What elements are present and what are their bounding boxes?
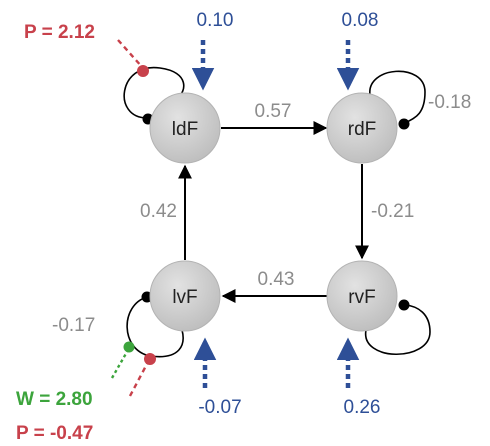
edge-weight-rdf-rvf: -0.21 (371, 201, 414, 222)
modulation-w-lvf-dot (123, 341, 135, 353)
modulation-label-w-lvf: W = 2.80 (16, 389, 93, 410)
node-lvf: lvF (149, 260, 221, 332)
node-rdf: rdF (326, 92, 398, 164)
node-ldf-label: ldF (172, 119, 198, 140)
self-loop-ldf (123, 66, 185, 119)
node-rvf: rvF (326, 260, 398, 332)
input-label-rdf: 0.08 (342, 10, 379, 31)
modulation-p-ldf-dot (137, 65, 149, 77)
edge-weight-ldf-rdf: 0.57 (255, 101, 292, 122)
modulation-p-lvf-dot (144, 353, 156, 365)
modulation-p-ldf-line (117, 39, 144, 69)
edge-weight-rvf-lvf: 0.43 (258, 269, 295, 290)
modulation-p-lvf-line (128, 361, 150, 397)
input-label-ldf: 0.10 (197, 10, 234, 31)
edge-weight-lvf-ldf: 0.42 (140, 201, 177, 222)
self-loop-end-dot-rvf (398, 299, 410, 311)
self-loop-rvf (365, 304, 431, 356)
self-loop-end-dot-rdf (398, 118, 410, 130)
self-loop-weight-lvf: -0.17 (52, 315, 95, 336)
modulation-w-lvf-line (110, 349, 130, 379)
input-label-rvf: 0.26 (344, 397, 381, 418)
node-rvf-label: rvF (348, 287, 375, 308)
self-loop-rdf (369, 70, 426, 124)
modulation-label-p-ldf: P = 2.12 (24, 22, 95, 43)
node-rdf-label: rdF (348, 119, 377, 140)
node-lvf-label: lvF (172, 287, 197, 308)
self-loop-weight-rdf: -0.18 (428, 92, 471, 113)
modulation-label-p-lvf: P = -0.47 (16, 423, 93, 444)
input-label-lvf: -0.07 (198, 397, 241, 418)
node-ldf: ldF (149, 92, 221, 164)
